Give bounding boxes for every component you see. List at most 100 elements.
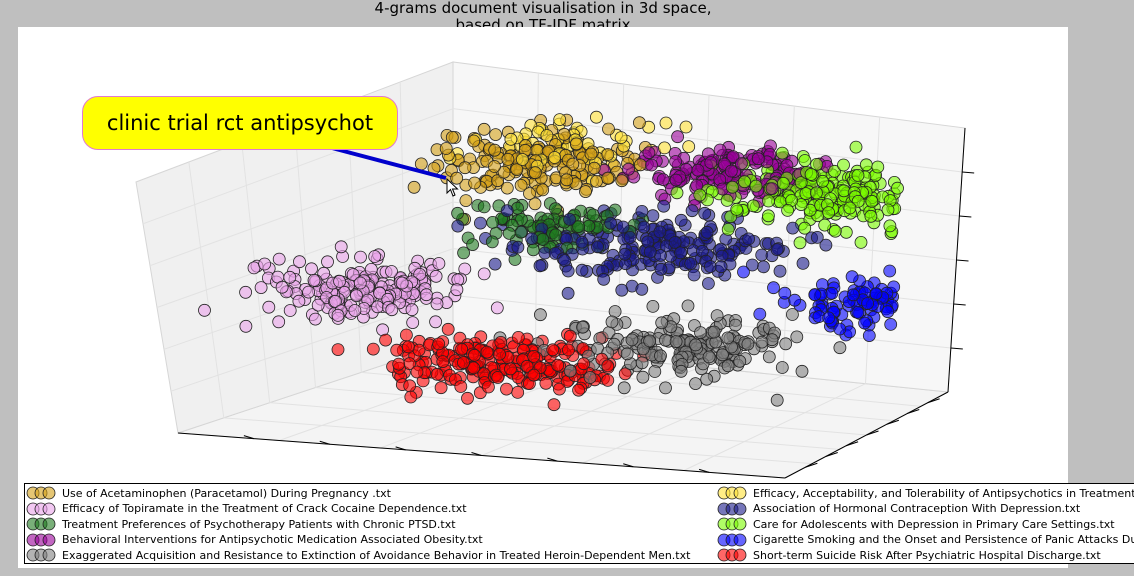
data-point bbox=[353, 276, 367, 290]
data-point bbox=[539, 376, 553, 390]
data-point bbox=[851, 305, 865, 319]
data-point bbox=[733, 354, 747, 368]
data-point bbox=[687, 268, 701, 282]
data-point bbox=[488, 143, 502, 157]
data-point bbox=[681, 299, 695, 313]
data-point bbox=[258, 257, 272, 271]
data-point bbox=[566, 157, 580, 171]
data-point bbox=[410, 365, 424, 379]
data-point bbox=[329, 294, 342, 308]
data-point bbox=[548, 151, 561, 164]
data-point bbox=[700, 225, 714, 239]
data-point bbox=[721, 359, 735, 373]
data-point bbox=[843, 201, 857, 215]
legend-marker-icon bbox=[26, 486, 56, 500]
data-point bbox=[617, 381, 631, 395]
data-point bbox=[798, 154, 812, 167]
data-point bbox=[674, 246, 687, 260]
data-point bbox=[881, 305, 895, 319]
scatter-3d-plot bbox=[135, 61, 975, 479]
data-point bbox=[333, 274, 347, 288]
data-point bbox=[493, 347, 506, 361]
data-point bbox=[884, 317, 898, 331]
data-point bbox=[777, 176, 790, 190]
data-point bbox=[726, 150, 740, 164]
data-point bbox=[590, 174, 603, 188]
data-point bbox=[793, 236, 807, 250]
data-point bbox=[757, 260, 770, 274]
data-point bbox=[643, 245, 657, 259]
data-point bbox=[605, 315, 619, 329]
data-point bbox=[331, 343, 345, 357]
data-point bbox=[467, 361, 481, 375]
data-point bbox=[714, 260, 728, 274]
data-point bbox=[720, 193, 734, 207]
data-point bbox=[527, 368, 541, 382]
data-point bbox=[601, 171, 615, 185]
data-point bbox=[491, 174, 505, 188]
data-point bbox=[429, 269, 443, 283]
data-point bbox=[403, 379, 417, 393]
data-point bbox=[648, 365, 662, 378]
data-point bbox=[511, 371, 525, 384]
legend-label: Care for Adolescents with Depression in … bbox=[753, 517, 1115, 531]
data-point bbox=[514, 178, 528, 192]
data-point bbox=[786, 308, 799, 321]
data-point bbox=[674, 213, 688, 227]
data-point bbox=[198, 303, 211, 317]
data-point bbox=[693, 188, 707, 202]
data-point bbox=[432, 257, 446, 270]
data-point bbox=[724, 164, 738, 178]
mouse-pointer-icon bbox=[446, 178, 459, 197]
legend-item: Cigarette Smoking and the Onset and Pers… bbox=[717, 533, 1134, 547]
data-point bbox=[657, 199, 671, 213]
data-point bbox=[334, 240, 348, 254]
data-point bbox=[477, 122, 491, 136]
data-point bbox=[467, 134, 481, 148]
data-point bbox=[702, 350, 716, 364]
legend-marker-icon bbox=[26, 548, 56, 562]
data-point bbox=[481, 380, 495, 394]
data-point bbox=[560, 173, 574, 187]
data-point bbox=[804, 167, 818, 181]
data-point bbox=[746, 199, 760, 213]
data-point bbox=[395, 276, 409, 290]
legend-label: Short-term Suicide Risk After Psychiatri… bbox=[753, 548, 1101, 562]
data-point bbox=[562, 343, 575, 357]
data-point bbox=[765, 182, 779, 196]
data-point bbox=[247, 261, 261, 275]
legend-marker-icon bbox=[717, 533, 747, 546]
data-point bbox=[615, 174, 629, 188]
data-point bbox=[572, 383, 585, 397]
data-point bbox=[659, 333, 672, 347]
data-point bbox=[399, 328, 413, 342]
data-point bbox=[576, 320, 589, 334]
data-point bbox=[775, 146, 789, 160]
data-point bbox=[839, 225, 853, 239]
data-point bbox=[366, 342, 380, 356]
annotation-label: clinic trial rct antipsychot bbox=[82, 96, 398, 150]
data-point bbox=[575, 235, 589, 249]
legend-marker-icon bbox=[26, 533, 56, 546]
data-point bbox=[635, 282, 649, 296]
data-point bbox=[858, 316, 871, 330]
data-point bbox=[822, 311, 836, 325]
data-point bbox=[262, 300, 276, 314]
data-point bbox=[561, 286, 575, 300]
data-point bbox=[601, 148, 615, 161]
data-point bbox=[773, 264, 787, 278]
data-point bbox=[540, 129, 554, 142]
data-point bbox=[412, 343, 426, 357]
data-point bbox=[511, 240, 525, 254]
data-point bbox=[502, 226, 516, 240]
data-point bbox=[794, 176, 808, 190]
data-point bbox=[810, 230, 824, 244]
data-point bbox=[477, 200, 491, 214]
data-point bbox=[275, 280, 289, 294]
legend-item: Care for Adolescents with Depression in … bbox=[717, 517, 1115, 531]
data-point bbox=[645, 158, 658, 172]
data-point bbox=[413, 267, 427, 281]
data-point bbox=[726, 180, 739, 194]
data-point bbox=[730, 202, 744, 216]
data-point bbox=[504, 362, 517, 376]
